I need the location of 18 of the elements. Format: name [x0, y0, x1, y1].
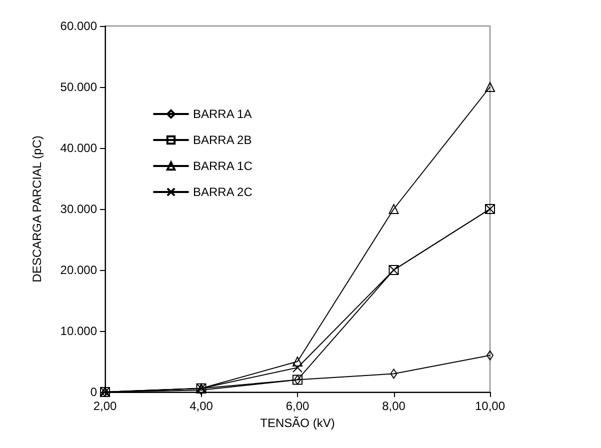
y-tick-label: 10.000 [60, 324, 98, 338]
x-tick-label: 4,00 [190, 399, 214, 413]
legend-label: BARRA 1A [193, 107, 252, 121]
y-tick-label: 30.000 [60, 202, 98, 216]
x-tick-label: 10,00 [474, 399, 506, 413]
x-tick-label: 8,00 [382, 399, 406, 413]
y-tick-label: 50.000 [60, 80, 98, 94]
y-tick-label: 0 [90, 385, 98, 399]
x-tick-label: 6,00 [286, 399, 310, 413]
y-axis-title: DESCARGA PARCIAL (pC) [30, 136, 44, 282]
y-tick-label: 20.000 [60, 263, 98, 277]
legend-label: BARRA 2B [193, 133, 252, 147]
x-tick-label: 2,00 [93, 399, 117, 413]
legend-label: BARRA 1C [193, 159, 253, 173]
legend-label: BARRA 2C [193, 185, 253, 199]
y-tick-label: 40.000 [60, 141, 98, 155]
y-tick-label: 60.000 [60, 19, 98, 33]
x-axis-title: TENSÃO (kV) [260, 416, 335, 430]
